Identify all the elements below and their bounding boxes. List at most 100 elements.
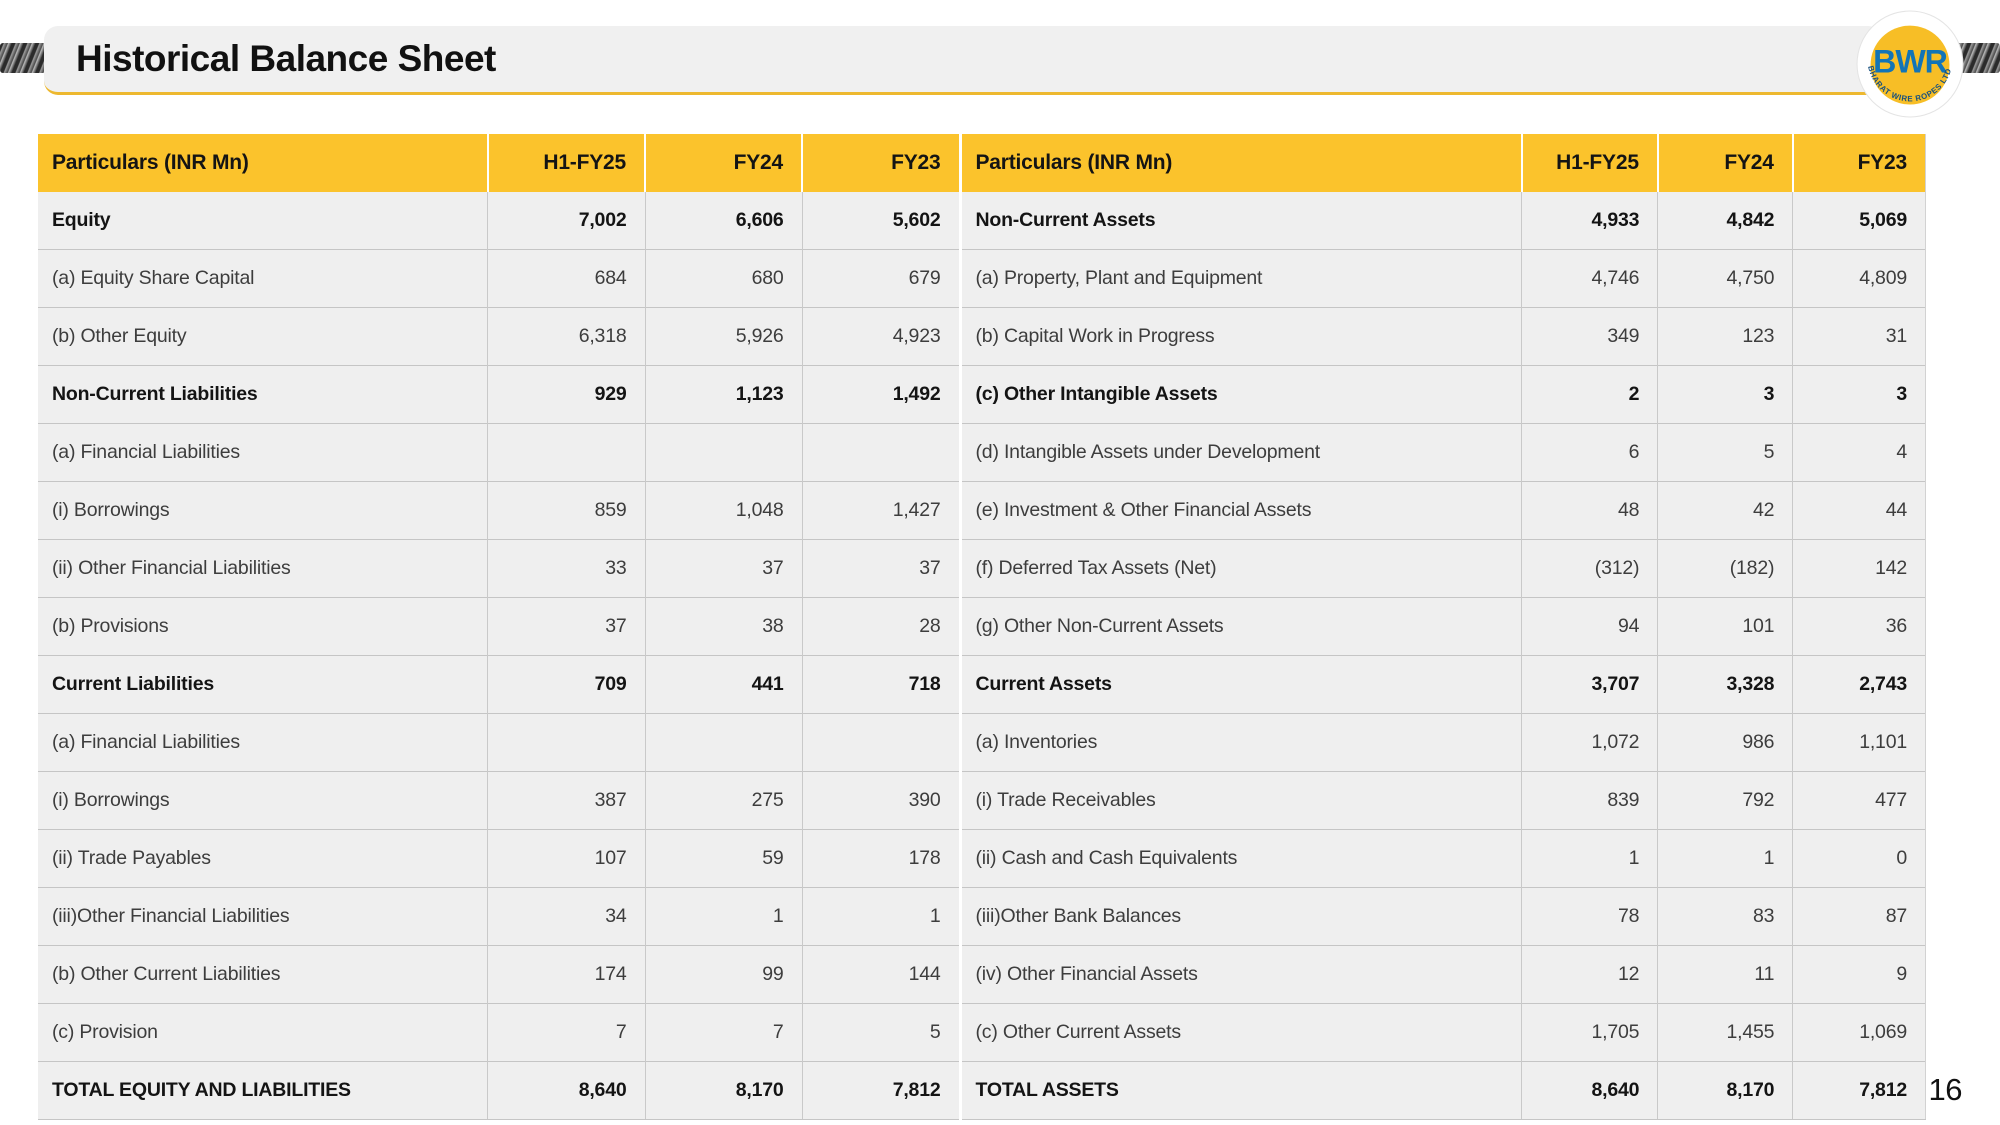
table-row: Current Liabilities 709 441 718 Current Asse…	[38, 655, 1926, 714]
cell-value: 28	[801, 597, 960, 656]
cell-value: 6,606	[644, 192, 803, 250]
row-label: (e) Investment & Other Financial Assets	[958, 481, 1522, 540]
cell-value: 1,427	[801, 481, 960, 540]
cell-value: 6	[1521, 423, 1658, 482]
column-header: FY24	[1656, 134, 1793, 192]
cell-value: 3	[1792, 365, 1926, 424]
cell-value: 44	[1792, 481, 1926, 540]
cell-value: 718	[801, 655, 960, 714]
balance-sheet-head: Particulars (INR Mn) H1-FY25 FY24 FY23 Parti…	[38, 134, 1926, 192]
cell-value: 0	[1792, 829, 1926, 888]
table-row: (a) Equity Share Capital 684 680 679 (a) Pro…	[38, 249, 1926, 308]
cell-value: 48	[1521, 481, 1658, 540]
row-label: (iii)Other Bank Balances	[958, 887, 1522, 946]
cell-value: 7,002	[487, 192, 645, 250]
title-bar: Historical Balance Sheet	[44, 26, 1882, 95]
row-label: Current Assets	[958, 655, 1522, 714]
row-label: (a) Inventories	[958, 713, 1522, 772]
row-label: (iii)Other Financial Liabilities	[38, 887, 488, 946]
cell-value: 390	[801, 771, 960, 830]
row-label: (a) Financial Liabilities	[38, 423, 488, 482]
row-label: (i) Borrowings	[38, 481, 488, 540]
cell-value: 477	[1792, 771, 1926, 830]
page-title: Historical Balance Sheet	[76, 38, 496, 79]
row-label: (c) Provision	[38, 1003, 488, 1062]
page-number: 16	[1928, 1072, 1963, 1107]
company-logo: BWR BHARAT WIRE ROPES LTD.	[1855, 3, 1964, 118]
balance-sheet-table: Particulars (INR Mn) H1-FY25 FY24 FY23 Parti…	[38, 134, 1926, 1120]
cell-value	[801, 423, 960, 482]
row-label: Non-Current Assets	[958, 192, 1522, 250]
cell-value: (182)	[1657, 539, 1793, 598]
cell-value: 7	[487, 1003, 645, 1062]
cell-value: 1	[801, 887, 960, 946]
cell-value: 1,069	[1792, 1003, 1926, 1062]
table-row: (i) Borrowings 387 275 390 (i) Trade Receiva…	[38, 771, 1926, 830]
cell-value: 12	[1521, 945, 1658, 1004]
row-label: Equity	[38, 192, 488, 250]
cell-value: 1,492	[801, 365, 960, 424]
cell-value: 7,812	[801, 1061, 960, 1120]
row-label: (a) Equity Share Capital	[38, 249, 488, 308]
table-row: (b) Other Current Liabilities 174 99 144 (iv…	[38, 945, 1926, 1004]
table-row: (iii)Other Financial Liabilities 34 1 1 (iii…	[38, 887, 1926, 946]
cell-value: 5,926	[644, 307, 803, 366]
cell-value: 178	[801, 829, 960, 888]
row-label: (ii) Cash and Cash Equivalents	[958, 829, 1522, 888]
table-row: (c) Provision 7 7 5 (c) Other Current Assets…	[38, 1003, 1926, 1062]
cell-value: 1	[644, 887, 803, 946]
cell-value: 107	[487, 829, 645, 888]
column-header: FY24	[643, 134, 803, 192]
cell-value: 11	[1657, 945, 1793, 1004]
cell-value: 1,455	[1657, 1003, 1793, 1062]
cell-value: 709	[487, 655, 645, 714]
cell-value: 387	[487, 771, 645, 830]
cell-value: 4	[1792, 423, 1926, 482]
cell-value	[487, 423, 645, 482]
table-row: (ii) Trade Payables 107 59 178 (ii) Cash and…	[38, 829, 1926, 888]
cell-value: 42	[1657, 481, 1793, 540]
cell-value: 3,707	[1521, 655, 1658, 714]
cell-value: 87	[1792, 887, 1926, 946]
cell-value: 275	[644, 771, 803, 830]
table-row: TOTAL EQUITY AND LIABILITIES 8,640 8,170 7,…	[38, 1061, 1926, 1120]
row-label: (f) Deferred Tax Assets (Net)	[958, 539, 1522, 598]
cell-value: 36	[1792, 597, 1926, 656]
cell-value: 94	[1521, 597, 1658, 656]
cell-value	[801, 713, 960, 772]
cell-value: 83	[1657, 887, 1793, 946]
table-row: Non-Current Liabilities 929 1,123 1,492 (c) …	[38, 365, 1926, 424]
column-header: H1-FY25	[1520, 134, 1658, 192]
cell-value: 5,602	[801, 192, 960, 250]
cell-value: 4,750	[1657, 249, 1793, 308]
row-label: (a) Property, Plant and Equipment	[958, 249, 1522, 308]
table-row: Equity 7,002 6,606 5,602 Non-Current Assets 4…	[38, 192, 1926, 250]
cell-value: 3	[1657, 365, 1793, 424]
column-header: FY23	[801, 134, 960, 192]
cell-value: 986	[1657, 713, 1793, 772]
column-header: H1-FY25	[486, 134, 645, 192]
row-label: (g) Other Non-Current Assets	[958, 597, 1522, 656]
balance-sheet-body: Equity 7,002 6,606 5,602 Non-Current Assets 4…	[38, 192, 1926, 1120]
column-header: FY23	[1791, 134, 1926, 192]
row-label: (b) Other Equity	[38, 307, 488, 366]
cell-value: 34	[487, 887, 645, 946]
cell-value: 37	[487, 597, 645, 656]
table-row: (ii) Other Financial Liabilities 33 37 37 (f…	[38, 539, 1926, 598]
cell-value: 7,812	[1792, 1061, 1926, 1120]
cell-value	[644, 423, 803, 482]
bwr-logo-icon: BWR BHARAT WIRE ROPES LTD.	[1855, 3, 1964, 118]
cell-value: 9	[1792, 945, 1926, 1004]
cell-value: 1	[1521, 829, 1658, 888]
row-label: Current Liabilities	[38, 655, 488, 714]
cell-value: 792	[1657, 771, 1793, 830]
cell-value: 7	[644, 1003, 803, 1062]
cell-value: 123	[1657, 307, 1793, 366]
row-label: (ii) Other Financial Liabilities	[38, 539, 488, 598]
row-label: (c) Other Intangible Assets	[958, 365, 1522, 424]
row-label: TOTAL ASSETS	[958, 1061, 1522, 1120]
cell-value: 349	[1521, 307, 1658, 366]
cell-value: (312)	[1521, 539, 1658, 598]
cell-value: 8,640	[1521, 1061, 1658, 1120]
cell-value: 929	[487, 365, 645, 424]
